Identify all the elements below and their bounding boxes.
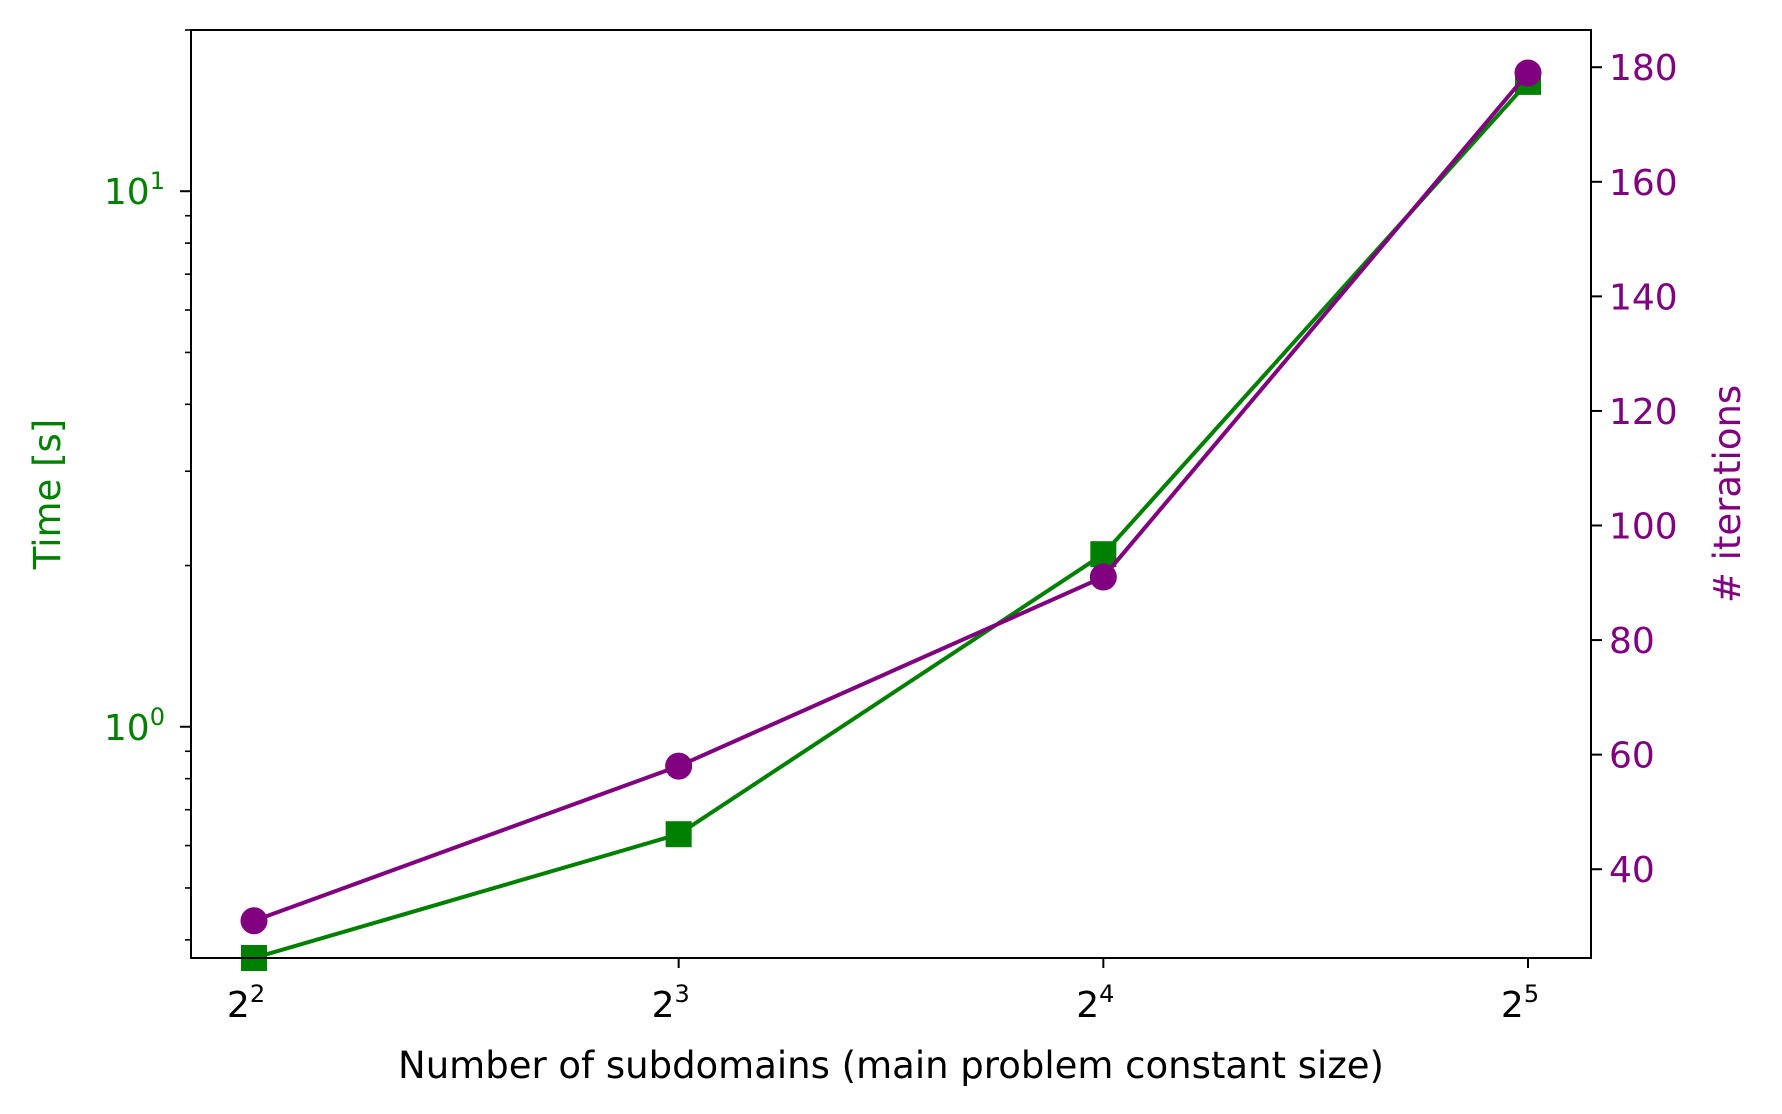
y-left-tick-label: 101 <box>104 167 165 213</box>
y-left-tick-label-base: 10 <box>104 172 150 213</box>
series-1-line <box>253 80 1530 960</box>
x-tick-label-exponent: 5 <box>1524 980 1539 1008</box>
plot-frame <box>190 29 1592 959</box>
x-tick-label: 25 <box>1501 980 1539 1026</box>
y-right-tick-label: 160 <box>1609 163 1678 204</box>
series-1 <box>241 68 1541 971</box>
y-right-tick-label: 180 <box>1609 48 1678 89</box>
y-left-tick-label-exponent: 1 <box>150 167 165 195</box>
y-right-tick-label: 40 <box>1609 850 1655 891</box>
x-tick-label: 23 <box>652 980 690 1026</box>
y-left-tick-label-exponent: 0 <box>150 703 165 731</box>
x-tick-label-base: 2 <box>1501 985 1524 1026</box>
y-right-tick-label: 120 <box>1609 392 1678 433</box>
y-left-tick-label-base: 10 <box>104 708 150 749</box>
series-2-circle-marker <box>1514 59 1542 87</box>
x-tick-label-base: 2 <box>227 985 250 1026</box>
x-tick-label-base: 2 <box>1076 985 1099 1026</box>
x-tick-label-exponent: 2 <box>250 980 265 1008</box>
y-right-tick-label: 80 <box>1609 621 1655 662</box>
axis-ticks <box>180 66 1602 968</box>
series-layer <box>240 59 1542 971</box>
x-tick-label-base: 2 <box>652 985 675 1026</box>
series-2-circle-marker <box>1089 563 1117 591</box>
x-tick-label-exponent: 4 <box>1099 980 1114 1008</box>
y-right-tick-label: 140 <box>1609 277 1678 318</box>
y-right-tick-label: 60 <box>1609 736 1655 777</box>
series-2-circle-marker <box>665 752 693 780</box>
series-2 <box>240 59 1542 935</box>
y-left-axis-title: Time [s] <box>26 419 69 570</box>
y-left-tick-label: 100 <box>104 703 165 749</box>
x-tick-label: 24 <box>1076 980 1114 1026</box>
x-tick-label-exponent: 3 <box>674 980 689 1008</box>
x-tick-label: 22 <box>227 980 265 1026</box>
series-2-circle-marker <box>240 907 268 935</box>
series-1-square-marker <box>1090 541 1117 568</box>
y-right-axis-title: # iterations <box>1706 385 1749 603</box>
series-1-square-marker <box>665 821 692 848</box>
series-2-line <box>253 71 1530 923</box>
y-right-tick-label: 100 <box>1609 507 1678 548</box>
x-axis-title: Number of subdomains (main problem const… <box>398 1044 1384 1087</box>
